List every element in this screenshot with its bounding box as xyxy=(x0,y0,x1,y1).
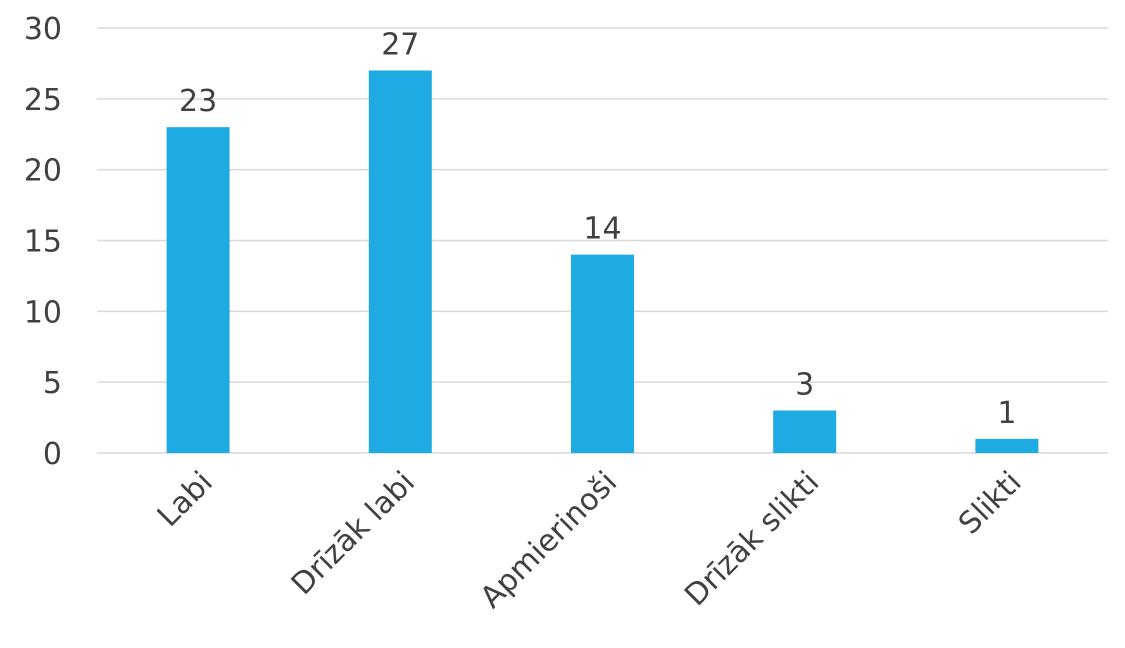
x-axis-ticks: Labi Drīzāk labi Apmierinoši Drīzāk slikti S… xyxy=(151,465,1029,615)
data-label: 1 xyxy=(997,396,1016,431)
bar xyxy=(975,439,1038,453)
y-tick-label: 20 xyxy=(24,154,62,189)
y-tick-label: 25 xyxy=(24,83,62,118)
y-tick-label: 5 xyxy=(43,366,62,401)
x-tick-label: Apmierinoši xyxy=(474,465,624,615)
x-tick-label: Drīzāk labi xyxy=(285,465,422,602)
bar xyxy=(369,71,432,454)
bar xyxy=(571,255,634,453)
data-label: 3 xyxy=(795,368,814,403)
y-tick-label: 15 xyxy=(24,225,62,260)
y-tick-label: 0 xyxy=(43,437,62,472)
data-label: 27 xyxy=(381,28,419,63)
data-label: 23 xyxy=(179,84,217,119)
y-tick-label: 10 xyxy=(24,295,62,330)
x-tick-label: Labi xyxy=(151,465,220,534)
y-axis-ticks: 0 5 10 15 20 25 30 xyxy=(24,12,62,472)
bar xyxy=(773,411,836,454)
bars xyxy=(167,71,1039,454)
data-label: 14 xyxy=(583,212,621,247)
bar xyxy=(167,127,230,453)
x-tick-label: Slikti xyxy=(952,465,1029,542)
y-tick-label: 30 xyxy=(24,12,62,47)
x-tick-label: Drīzāk slikti xyxy=(678,465,826,613)
